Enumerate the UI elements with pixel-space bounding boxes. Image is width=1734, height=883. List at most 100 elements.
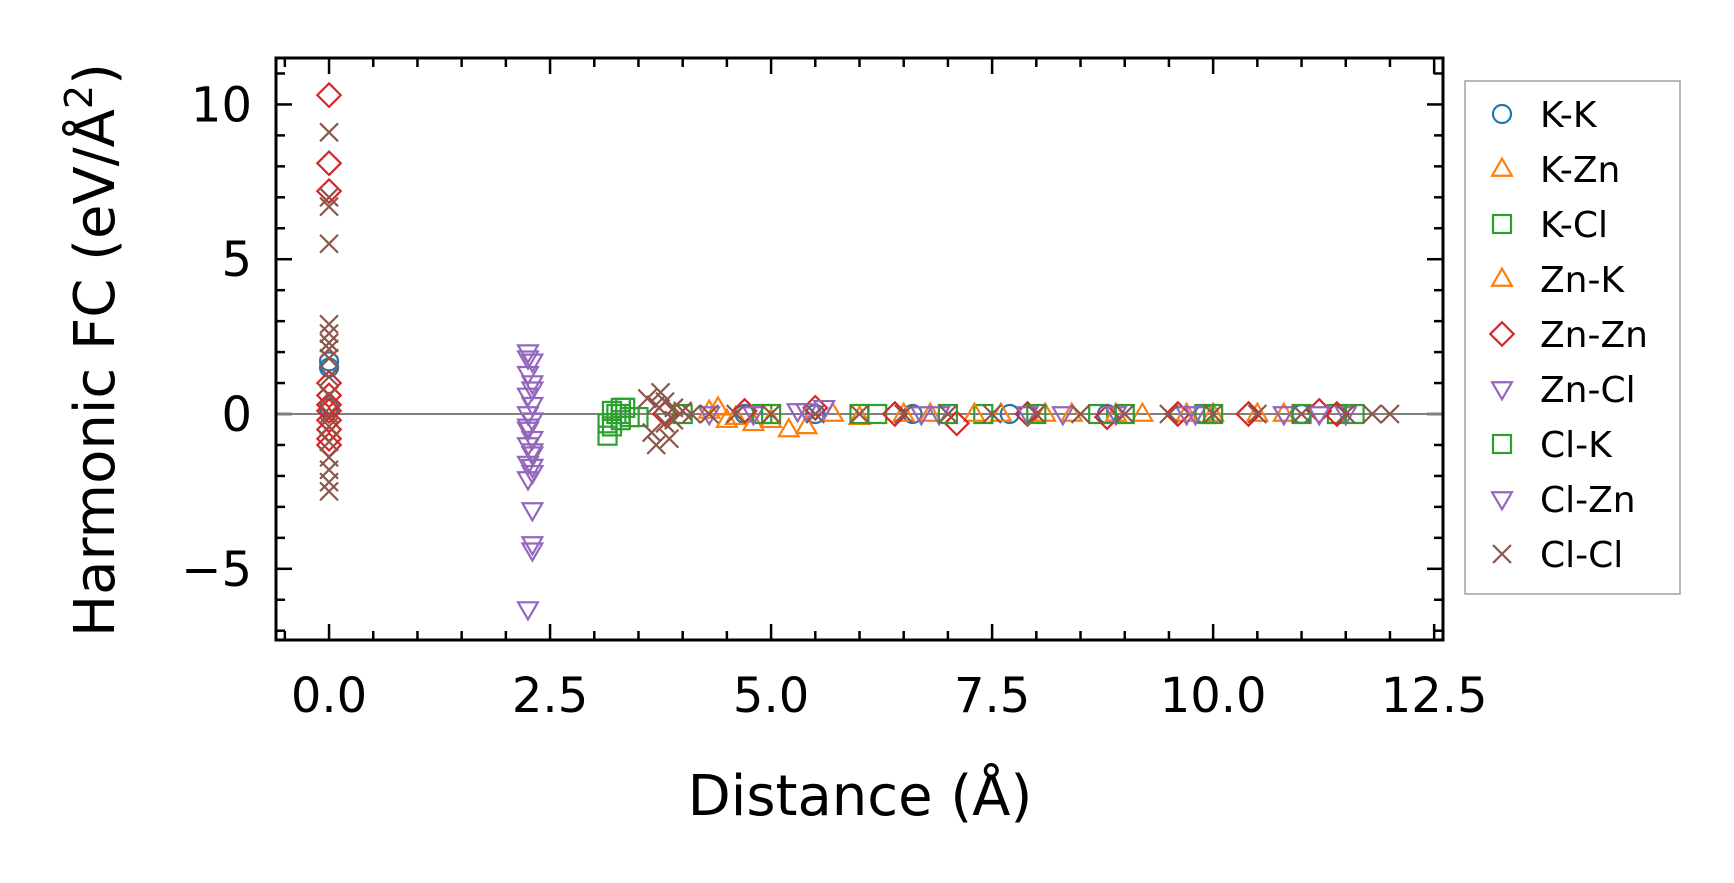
- data-point: [1174, 406, 1199, 427]
- legend-item: Cl-K: [1491, 425, 1613, 466]
- data-point: [520, 443, 545, 464]
- data-point: [319, 339, 339, 359]
- x-tick-label: 12.5: [1381, 668, 1488, 724]
- data-point: [681, 404, 702, 424]
- data-point: [1247, 404, 1268, 424]
- data-point: [849, 403, 870, 425]
- data-point: [1307, 406, 1332, 427]
- data-point: [1203, 403, 1224, 425]
- legend-item: K-Zn: [1490, 150, 1620, 191]
- data-point: [319, 385, 339, 406]
- data-point: [1051, 406, 1075, 427]
- data-point: [520, 381, 545, 402]
- legend-label: Cl-K: [1540, 425, 1613, 466]
- legend-item: Zn-K: [1490, 260, 1625, 301]
- data-point: [520, 375, 545, 396]
- data-point: [1070, 404, 1091, 424]
- data-point: [918, 401, 943, 422]
- legend-label: K-K: [1540, 95, 1598, 136]
- data-point: [319, 333, 339, 353]
- data-point: [646, 435, 666, 455]
- data-point: [516, 471, 540, 492]
- data-point: [619, 407, 640, 428]
- x-tick-label: 2.5: [512, 668, 588, 724]
- data-point: [655, 391, 675, 412]
- legend-label: K-Cl: [1540, 205, 1608, 246]
- data-point: [1026, 403, 1047, 425]
- data-point: [937, 403, 959, 425]
- data-point: [319, 472, 339, 492]
- data-point: [319, 122, 339, 143]
- y-tick-label: 10: [191, 77, 252, 133]
- data-point: [723, 404, 748, 425]
- data-point: [319, 187, 339, 208]
- data-point: [1164, 400, 1192, 428]
- data-point: [938, 404, 958, 424]
- data-point: [794, 413, 819, 435]
- legend-item: K-K: [1491, 95, 1598, 136]
- legend-label: Zn-K: [1540, 260, 1625, 301]
- legend-item: Zn-Cl: [1490, 370, 1636, 411]
- legend-marker: [1488, 320, 1516, 348]
- data-point: [315, 149, 343, 177]
- data-point: [761, 404, 781, 424]
- data-point: [1362, 404, 1383, 424]
- data-point: [659, 428, 680, 449]
- data-point: [516, 418, 540, 439]
- data-point: [637, 388, 658, 409]
- data-point: [706, 395, 730, 416]
- x-tick-label: 0.0: [291, 668, 367, 724]
- data-point: [881, 400, 909, 428]
- data-point: [891, 401, 916, 422]
- data-point: [315, 81, 343, 109]
- data-point: [741, 410, 766, 432]
- y-tick-label: 5: [221, 232, 252, 288]
- legend: K-K K-Zn K-Cl Zn-K Zn-Zn Zn-Cl Cl-K Cl-Zn Cl-Cl: [1464, 80, 1681, 595]
- data-point: [1380, 404, 1400, 424]
- data-point: [1114, 403, 1135, 425]
- x-tick-label: 7.5: [954, 668, 1030, 724]
- data-point: [650, 382, 671, 403]
- data-point: [893, 404, 914, 424]
- data-point: [999, 403, 1020, 425]
- data-point: [1272, 406, 1296, 427]
- data-point: [794, 403, 819, 424]
- data-point: [319, 481, 339, 502]
- data-point: [1335, 404, 1356, 424]
- data-point: [319, 416, 339, 437]
- x-axis-label: Distance (Å): [688, 763, 1033, 829]
- legend-marker: [1490, 491, 1514, 512]
- data-point: [1059, 401, 1084, 422]
- data-point: [776, 416, 801, 438]
- plot-frame: [274, 56, 1445, 642]
- data-point: [315, 177, 343, 205]
- data-point: [520, 458, 545, 480]
- y-axis-label: Harmonic FC (eV/Å2): [57, 63, 128, 637]
- x-tick-label: 5.0: [733, 668, 809, 724]
- data-point: [760, 403, 782, 425]
- x-tick-label: 10.0: [1160, 668, 1267, 724]
- data-point: [943, 410, 971, 437]
- data-point: [909, 406, 934, 427]
- data-point: [1203, 404, 1223, 424]
- data-point: [1159, 404, 1179, 424]
- data-point: [699, 404, 719, 424]
- data-point: [319, 348, 339, 369]
- data-point: [989, 401, 1013, 422]
- data-point: [1291, 404, 1312, 424]
- data-point: [1114, 404, 1135, 424]
- data-point: [641, 422, 662, 443]
- data-point: [319, 367, 339, 387]
- data-point: [725, 404, 746, 424]
- data-point: [1088, 403, 1109, 425]
- legend-marker: [1491, 103, 1513, 125]
- data-point: [520, 536, 545, 557]
- legend-label: Cl-Zn: [1540, 480, 1636, 521]
- data-point: [319, 233, 339, 254]
- data-point: [520, 353, 545, 374]
- data-point: [319, 432, 339, 452]
- legend-item: Zn-Zn: [1488, 315, 1648, 356]
- y-tick-label: 0: [221, 387, 252, 443]
- data-point: [1026, 404, 1047, 424]
- series-Cl-Zn: [516, 350, 1332, 480]
